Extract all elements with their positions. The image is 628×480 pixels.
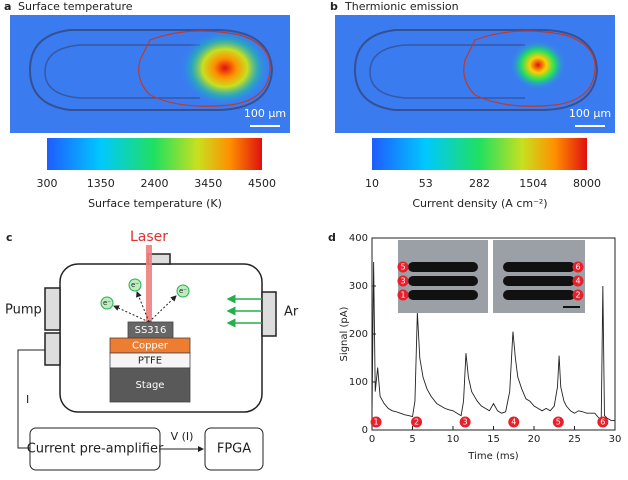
- peak-marker: [411, 416, 423, 428]
- colorbar-label: Current density (A cm⁻²): [412, 197, 547, 210]
- gas-label: Ar: [284, 305, 299, 320]
- colorbar-tick-label: 282: [469, 177, 490, 190]
- panel-label: d: [328, 231, 336, 244]
- colorbar-tick-label: 1504: [519, 177, 547, 190]
- inset-images: 5 3 1 6 4 2: [397, 240, 585, 313]
- inset-marker: [397, 289, 409, 301]
- x-tick-label: 10: [447, 434, 460, 445]
- colorbar: [372, 138, 587, 170]
- current-label: I: [26, 393, 29, 406]
- scale-bar-label: 100 µm: [569, 107, 611, 120]
- electron-label: e⁻: [179, 287, 187, 295]
- inset-marker: [572, 275, 584, 287]
- peak-marker-label: 2: [414, 418, 419, 427]
- inset-marker: [397, 261, 409, 273]
- emission-image: [335, 15, 615, 133]
- peak-marker: [370, 416, 382, 428]
- colorbar-tick-label: 1350: [87, 177, 115, 190]
- y-tick-label: 400: [349, 233, 368, 244]
- inset-marker-label: 3: [400, 277, 405, 286]
- inset-marker: [572, 289, 584, 301]
- layer-label: Copper: [132, 341, 169, 352]
- electron-label: e⁻: [103, 299, 111, 307]
- amplifier-label: Current pre-amplifier: [27, 442, 164, 457]
- layer: [109, 367, 191, 403]
- electrons: e⁻ e⁻ e⁻: [100, 278, 190, 310]
- y-tick-label: 0: [362, 425, 368, 436]
- layer-label: PTFE: [138, 356, 162, 367]
- laser-label: Laser: [130, 229, 168, 245]
- colorbar-ticks: 10 53 282 1504 8000: [365, 177, 601, 190]
- electron: [128, 278, 142, 292]
- inset-marker: [572, 261, 584, 273]
- x-tick-label: 0: [369, 434, 375, 445]
- inset-marker-label: 5: [400, 263, 405, 272]
- electron-label: e⁻: [131, 281, 139, 289]
- electron: [100, 296, 114, 310]
- x-tick-label: 30: [609, 434, 622, 445]
- peak-marker-label: 6: [600, 418, 605, 427]
- x-tick-label: 15: [487, 434, 500, 445]
- colorbar-tick-label: 2400: [141, 177, 169, 190]
- colorbar-tick-label: 8000: [573, 177, 601, 190]
- x-tick-label: 20: [528, 434, 541, 445]
- colorbar-label: Surface temperature (K): [88, 197, 222, 210]
- colorbar: [47, 138, 262, 170]
- inset-marker-label: 2: [575, 291, 580, 300]
- panel-label: c: [6, 231, 13, 244]
- colorbar-ticks: 300 1350 2400 3450 4500: [37, 177, 277, 190]
- colorbar-tick-label: 10: [365, 177, 379, 190]
- inset-marker-label: 6: [575, 263, 580, 272]
- y-axis-title: Signal (pA): [339, 306, 350, 361]
- fpga-label: FPGA: [217, 442, 251, 457]
- sample-stack: SS316 Copper PTFE Stage: [109, 321, 191, 403]
- peak-marker: [459, 416, 471, 428]
- emission-arrows: [113, 291, 177, 323]
- y-tick-label: 100: [349, 377, 368, 388]
- panel-title: Thermionic emission: [344, 0, 459, 13]
- layer-label: Stage: [136, 380, 165, 391]
- signal-label: V (I): [171, 430, 194, 443]
- layer-label: SS316: [135, 325, 167, 336]
- y-tick-label: 300: [349, 281, 368, 292]
- gas-arrows: [226, 294, 262, 328]
- colorbar-tick-label: 4500: [248, 177, 276, 190]
- electron: [176, 284, 190, 298]
- panel-title: Surface temperature: [18, 0, 133, 13]
- x-tick-label: 5: [409, 434, 415, 445]
- pump-label: Pump: [5, 303, 42, 318]
- inset-marker-label: 1: [400, 291, 405, 300]
- panel-label: b: [330, 0, 338, 13]
- laser-beam: [146, 245, 152, 325]
- line: [371, 261, 615, 422]
- x-axis-title: Time (ms): [467, 451, 519, 462]
- thermal-image: [10, 15, 290, 133]
- peak-marker-label: 1: [374, 418, 379, 427]
- fpga-box: [204, 427, 264, 471]
- peak-marker: [552, 416, 564, 428]
- peak-marker-label: 5: [556, 418, 561, 427]
- colorbar-tick-label: 300: [37, 177, 58, 190]
- scale-bar-label: 100 µm: [244, 107, 286, 120]
- peak-marker-label: 3: [463, 418, 468, 427]
- inset-marker: [397, 275, 409, 287]
- x-tick-label: 25: [568, 434, 581, 445]
- peak-marker: [508, 416, 520, 428]
- colorbar-tick-label: 53: [419, 177, 433, 190]
- peak-marker: [597, 416, 609, 428]
- y-tick-label: 200: [349, 329, 368, 340]
- panel-label: a: [4, 0, 11, 13]
- peak-marker-label: 4: [511, 418, 516, 427]
- inset-marker-label: 4: [575, 277, 580, 286]
- colorbar-tick-label: 3450: [194, 177, 222, 190]
